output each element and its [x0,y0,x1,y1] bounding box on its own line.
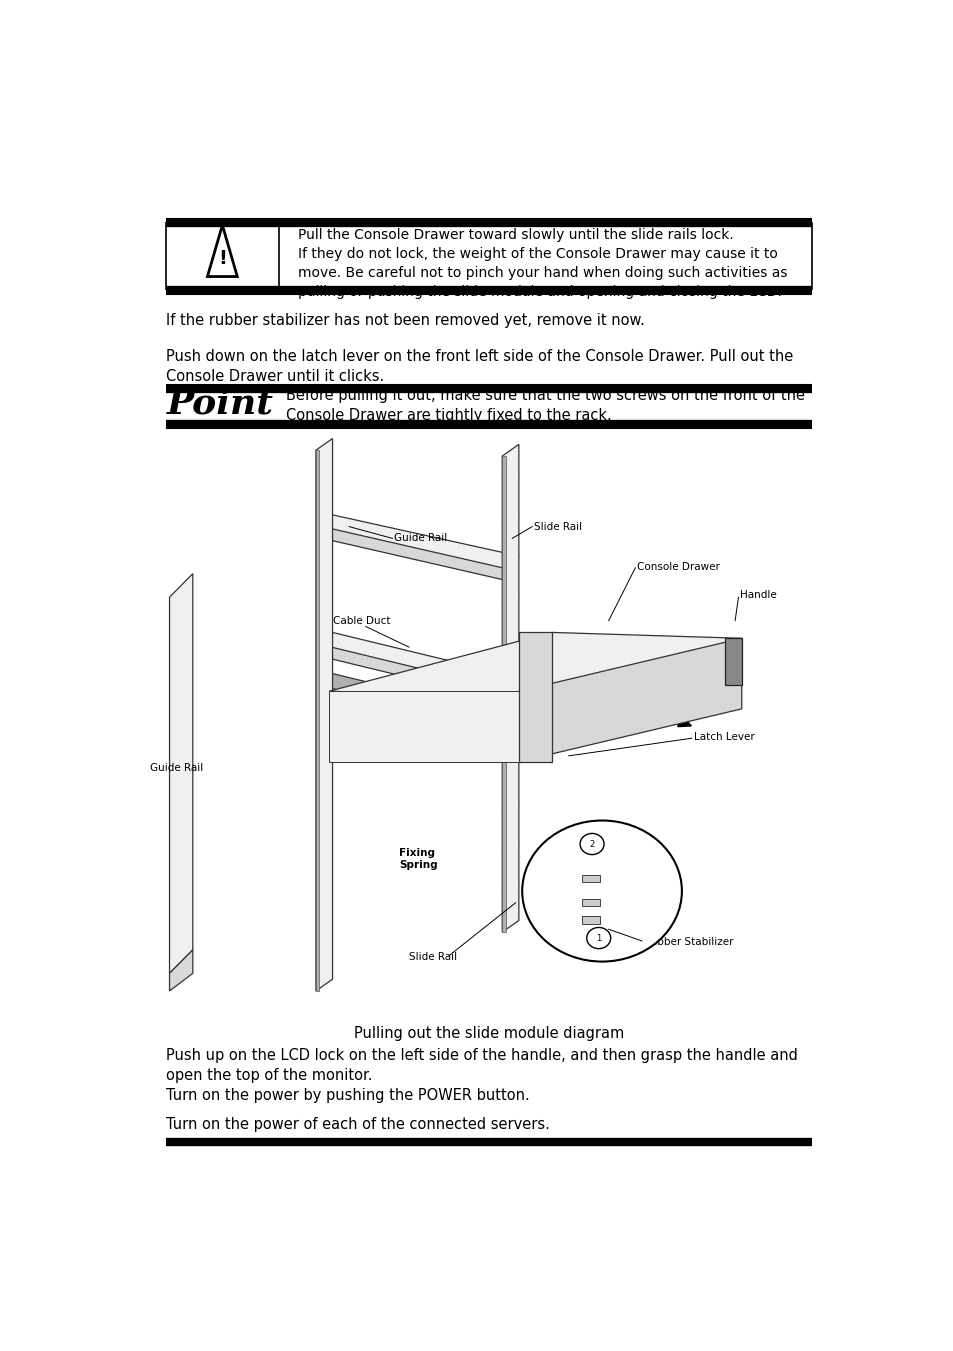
Polygon shape [319,644,501,697]
Text: Before pulling it out, make sure that the two screws on the front of the
Console: Before pulling it out, make sure that th… [285,388,803,423]
Text: Console Drawer: Console Drawer [636,562,719,571]
Text: Turn on the power by pushing the POWER button.: Turn on the power by pushing the POWER b… [166,1088,529,1102]
Polygon shape [170,950,193,990]
Polygon shape [315,439,333,990]
Text: !: ! [217,249,227,267]
Ellipse shape [586,928,610,948]
Polygon shape [319,674,501,727]
Text: Slide Rail: Slide Rail [534,521,581,532]
Bar [581,916,599,924]
Text: Handle: Handle [740,590,777,600]
Polygon shape [322,527,518,580]
Text: Rubber Stabilizer: Rubber Stabilizer [643,938,733,947]
Polygon shape [501,444,518,932]
Text: Pulling out the slide module diagram: Pulling out the slide module diagram [354,1025,623,1040]
Polygon shape [518,632,552,762]
Text: Push up on the LCD lock on the left side of the handle, and then grasp the handl: Push up on the LCD lock on the left side… [166,1048,797,1084]
Text: 2: 2 [589,839,594,848]
Text: Turn on the power of each of the connected servers.: Turn on the power of each of the connect… [166,1117,549,1132]
Ellipse shape [521,820,681,962]
Polygon shape [322,515,518,567]
Polygon shape [170,574,193,973]
Text: LCD
Lock: LCD Lock [638,689,661,711]
Polygon shape [329,632,741,697]
Polygon shape [724,638,741,685]
Text: Latch Lever: Latch Lever [693,732,754,742]
Polygon shape [329,692,518,762]
Polygon shape [501,457,505,932]
Text: Fixing
Spring: Fixing Spring [398,848,437,870]
Polygon shape [518,638,741,762]
Polygon shape [319,632,501,685]
Text: Push down on the latch lever on the front left side of the Console Drawer. Pull : Push down on the latch lever on the fron… [166,350,792,384]
Text: If the rubber stabilizer has not been removed yet, remove it now.: If the rubber stabilizer has not been re… [166,313,644,328]
Text: Pull the Console Drawer toward slowly until the slide rails lock.
If they do not: Pull the Console Drawer toward slowly un… [298,228,787,299]
Text: Cable Duct: Cable Duct [333,616,390,626]
Text: Point: Point [167,386,274,420]
Text: Guide Rail: Guide Rail [394,534,447,543]
Bar [581,875,599,882]
Text: Slide Rail: Slide Rail [409,952,456,962]
Bar [581,898,599,907]
Text: 1: 1 [596,934,600,943]
Polygon shape [315,450,319,990]
Bar [166,223,811,289]
Ellipse shape [579,834,603,855]
Text: Guide Rail: Guide Rail [150,762,203,773]
